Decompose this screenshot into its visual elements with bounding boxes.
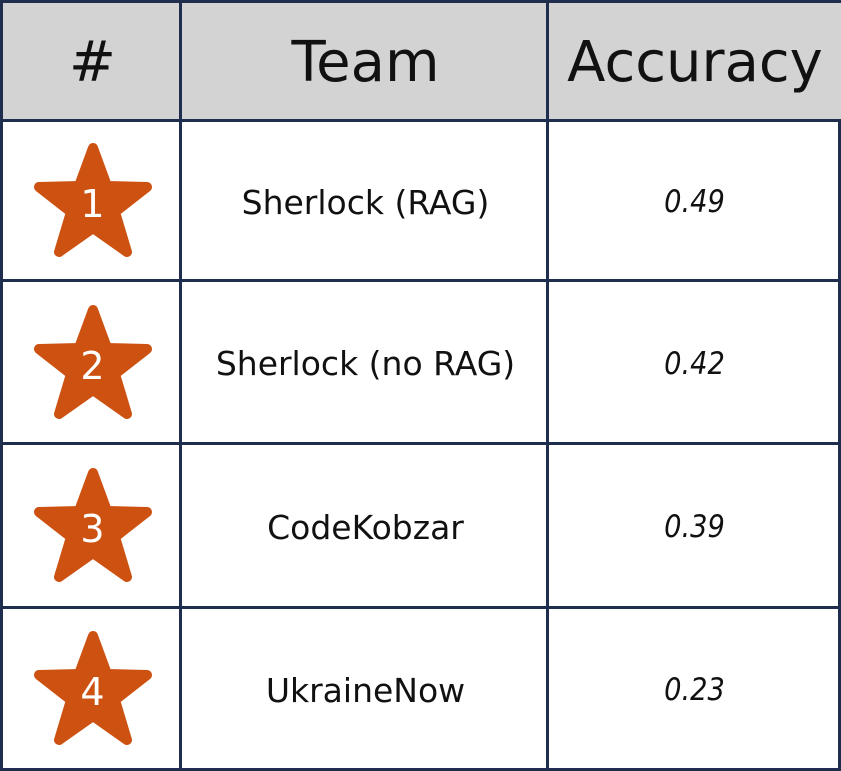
rank-badge: 2 bbox=[33, 304, 153, 424]
star-icon bbox=[33, 631, 152, 745]
header-team-label: Team bbox=[291, 30, 440, 95]
rank-number: 3 bbox=[80, 507, 105, 551]
star-icon bbox=[33, 468, 152, 582]
team-name: Sherlock (RAG) bbox=[241, 182, 490, 222]
row-divider bbox=[0, 606, 841, 609]
team-name: UkraineNow bbox=[265, 670, 466, 710]
header-rank-label: # bbox=[69, 30, 116, 95]
rank-number: 2 bbox=[80, 343, 105, 388]
header-accuracy: Accuracy bbox=[549, 3, 841, 122]
table-row-team-cell: CodeKobzar bbox=[182, 445, 549, 609]
table-row-rank-cell: 2 bbox=[3, 282, 182, 445]
header-rank: # bbox=[3, 3, 182, 122]
rank-badge: 4 bbox=[33, 630, 153, 750]
star-icon bbox=[33, 143, 152, 257]
column-divider bbox=[546, 0, 549, 771]
table-row-rank-cell: 4 bbox=[3, 609, 182, 771]
table-row-rank-cell: 1 bbox=[3, 122, 182, 282]
accuracy-value: 0.49 bbox=[664, 184, 726, 220]
table-row-accuracy-cell: 0.49 bbox=[549, 122, 841, 282]
accuracy-value: 0.23 bbox=[664, 672, 726, 708]
rank-number: 4 bbox=[80, 670, 105, 714]
row-divider bbox=[0, 442, 841, 445]
rank-badge: 3 bbox=[33, 467, 153, 587]
table-row-team-cell: Sherlock (no RAG) bbox=[182, 282, 549, 445]
table-row-rank-cell: 3 bbox=[3, 445, 182, 609]
team-name: Sherlock (no RAG) bbox=[215, 344, 516, 383]
table-row-team-cell: UkraineNow bbox=[182, 609, 549, 771]
column-divider bbox=[179, 0, 182, 771]
table-row-accuracy-cell: 0.23 bbox=[549, 609, 841, 771]
rank-badge: 1 bbox=[33, 142, 153, 262]
header-accuracy-label: Accuracy bbox=[567, 30, 823, 95]
table-row-team-cell: Sherlock (RAG) bbox=[182, 122, 549, 282]
table-row-accuracy-cell: 0.39 bbox=[549, 445, 841, 609]
team-name: CodeKobzar bbox=[267, 507, 464, 547]
row-divider bbox=[0, 119, 841, 122]
accuracy-value: 0.39 bbox=[664, 509, 726, 545]
table-row-accuracy-cell: 0.42 bbox=[549, 282, 841, 445]
accuracy-value: 0.42 bbox=[664, 345, 726, 382]
header-team: Team bbox=[182, 3, 549, 122]
star-icon bbox=[33, 304, 152, 419]
row-divider bbox=[0, 279, 841, 282]
rank-number: 1 bbox=[80, 182, 105, 226]
